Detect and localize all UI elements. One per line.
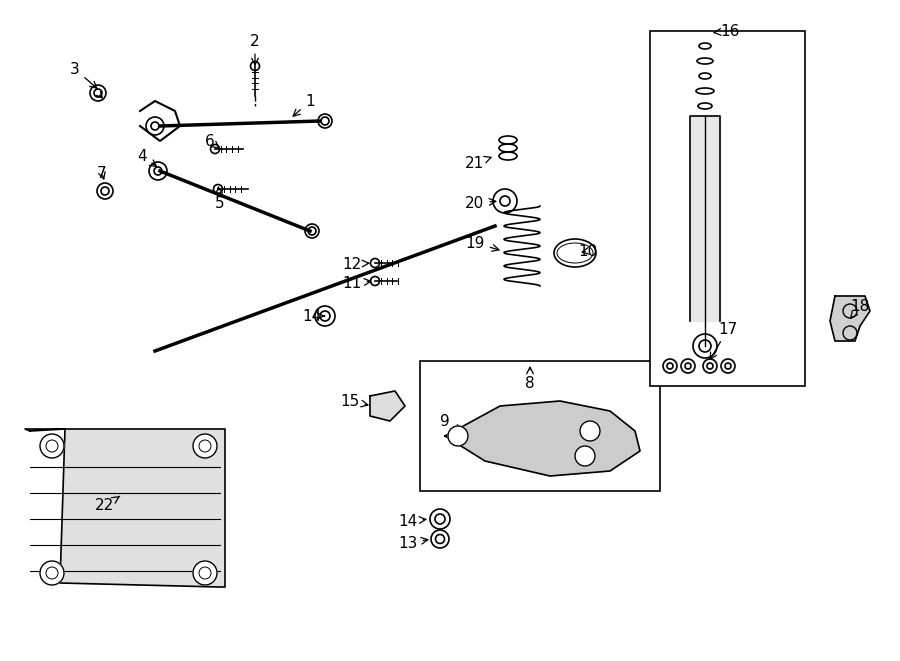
Circle shape <box>580 421 600 441</box>
Text: 14: 14 <box>399 514 426 529</box>
Polygon shape <box>370 391 405 421</box>
Circle shape <box>193 434 217 458</box>
Text: 18: 18 <box>850 299 869 319</box>
Bar <box>420 361 660 491</box>
Text: 15: 15 <box>340 393 368 408</box>
Text: 10: 10 <box>579 243 598 258</box>
Text: 6: 6 <box>205 134 220 149</box>
Polygon shape <box>445 401 640 476</box>
Circle shape <box>40 434 64 458</box>
Text: 17: 17 <box>710 321 738 360</box>
Text: 21: 21 <box>465 155 491 171</box>
Text: 3: 3 <box>70 61 97 89</box>
Bar <box>650 31 805 386</box>
Text: 22: 22 <box>95 496 120 514</box>
Text: 5: 5 <box>215 187 225 210</box>
Text: 12: 12 <box>342 256 369 272</box>
Circle shape <box>193 561 217 585</box>
Polygon shape <box>25 429 225 587</box>
Circle shape <box>40 561 64 585</box>
Circle shape <box>448 426 468 446</box>
Text: 9: 9 <box>440 414 462 431</box>
Text: 20: 20 <box>465 196 496 210</box>
Text: 7: 7 <box>97 165 107 180</box>
Text: 14: 14 <box>302 309 325 323</box>
Text: 13: 13 <box>399 535 427 551</box>
Text: 4: 4 <box>137 149 157 167</box>
Text: 8: 8 <box>526 367 535 391</box>
Text: 16: 16 <box>714 24 740 38</box>
Polygon shape <box>690 116 720 321</box>
Circle shape <box>575 446 595 466</box>
Polygon shape <box>830 296 870 341</box>
Text: 2: 2 <box>250 34 260 65</box>
Text: 11: 11 <box>342 276 371 290</box>
Text: 1: 1 <box>293 93 315 116</box>
Text: 19: 19 <box>465 235 499 251</box>
